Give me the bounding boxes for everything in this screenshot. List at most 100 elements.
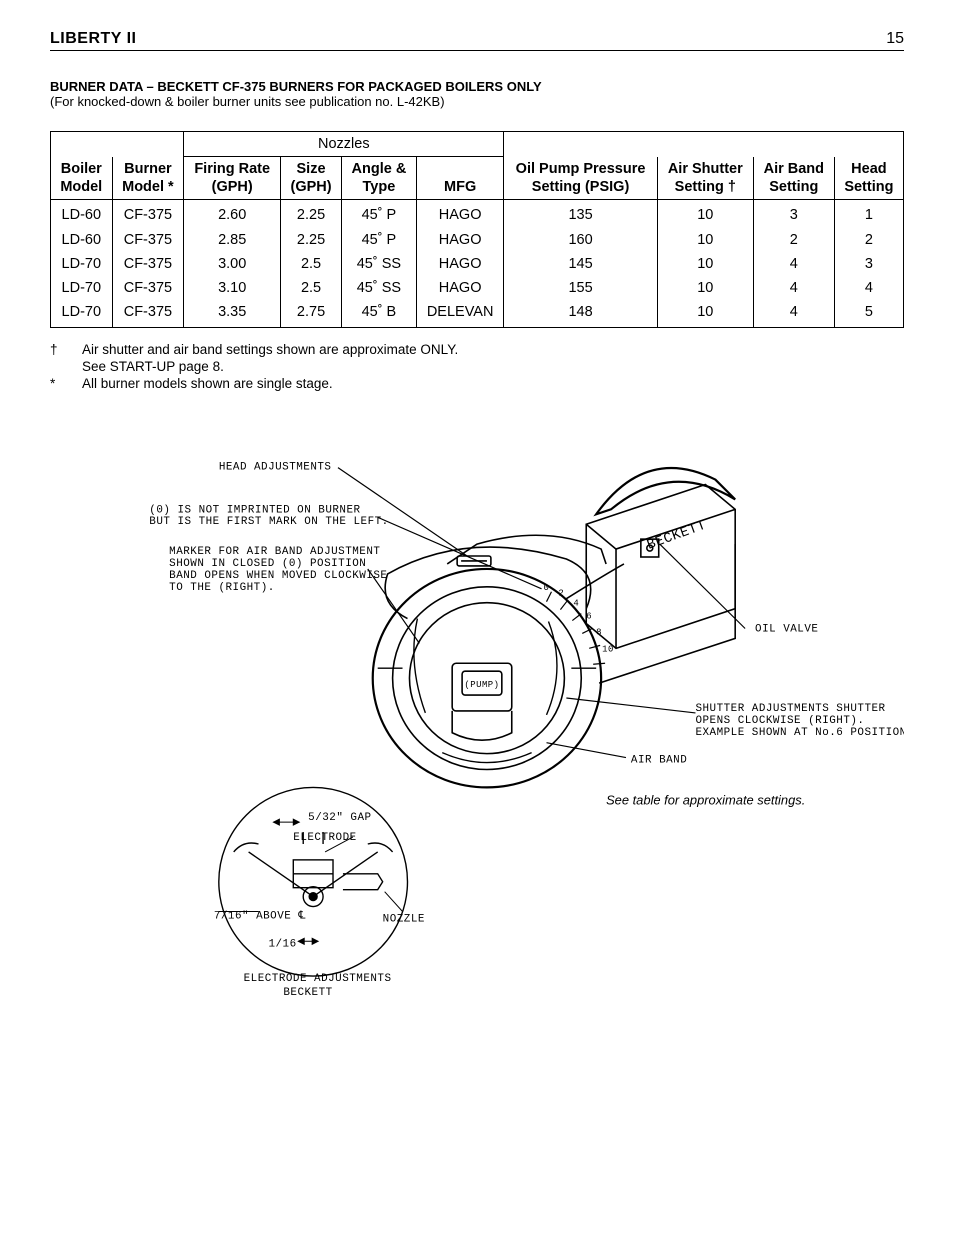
section-heading: BURNER DATA – BECKETT CF-375 BURNERS FOR… <box>50 79 904 109</box>
footnotes: †Air shutter and air band settings shown… <box>50 342 904 391</box>
section-subtitle: (For knocked-down & boiler burner units … <box>50 94 904 109</box>
table-cell: 45˚ P <box>341 228 416 252</box>
label-one-sixteen: 1/16 <box>268 938 296 950</box>
table-cell: 3.00 <box>184 252 281 276</box>
table-cell: 155 <box>504 276 657 300</box>
table-cell: 4 <box>834 276 903 300</box>
table-cell: 2.25 <box>281 200 342 228</box>
diagram-svg: BECKETT (PUMP) <box>50 415 904 1011</box>
footnote-text: See START-UP page 8. <box>82 359 904 374</box>
table-cell: 2 <box>753 228 834 252</box>
table-row: LD-60CF-3752.852.2545˚ PHAGO1601022 <box>51 228 904 252</box>
table-cell: 5 <box>834 300 903 328</box>
col-firing-rate: Firing Rate(GPH) <box>184 157 281 200</box>
see-table-note: See table for approximate settings. <box>606 792 805 807</box>
svg-text:10: 10 <box>602 644 614 654</box>
table-cell: 45˚ P <box>341 200 416 228</box>
table-row: LD-70CF-3753.002.545˚ SSHAGO1451043 <box>51 252 904 276</box>
table-cell: LD-70 <box>51 276 113 300</box>
table-cell: 10 <box>657 200 753 228</box>
col-burner-model: BurnerModel * <box>112 157 184 200</box>
table-cell: 10 <box>657 252 753 276</box>
col-air-band: Air BandSetting <box>753 157 834 200</box>
footnote-symbol: * <box>50 376 64 391</box>
table-cell: 45˚ B <box>341 300 416 328</box>
col-head: HeadSetting <box>834 157 903 200</box>
footnote-text: All burner models shown are single stage… <box>82 376 904 391</box>
brand-label: BECKETT <box>645 518 709 554</box>
label-electrode: ELECTRODE <box>293 832 356 844</box>
svg-text:8: 8 <box>596 627 602 637</box>
page-number: 15 <box>886 30 904 48</box>
svg-text:6: 6 <box>586 612 592 622</box>
svg-text:0: 0 <box>544 583 550 593</box>
table-cell: 4 <box>753 252 834 276</box>
table-cell: 1 <box>834 200 903 228</box>
table-cell: 45˚ SS <box>341 252 416 276</box>
label-head-adj: HEAD ADJUSTMENTS <box>219 462 332 474</box>
col-size: Size(GPH) <box>281 157 342 200</box>
table-cell: 3 <box>753 200 834 228</box>
table-cell: 2.25 <box>281 228 342 252</box>
footnote-line: See START-UP page 8. <box>50 359 904 374</box>
table-cell: 145 <box>504 252 657 276</box>
table-cell: CF-375 <box>112 276 184 300</box>
table-cell: HAGO <box>416 228 503 252</box>
table-cell: LD-70 <box>51 252 113 276</box>
table-cell: CF-375 <box>112 200 184 228</box>
burner-diagram: BECKETT (PUMP) <box>50 415 904 1011</box>
table-cell: 2 <box>834 228 903 252</box>
label-oil-valve: OIL VALVE <box>755 623 818 635</box>
table-cell: 3 <box>834 252 903 276</box>
table-cell: LD-60 <box>51 228 113 252</box>
label-shutter-note: SHUTTER ADJUSTMENTS SHUTTEROPENS CLOCKWI… <box>695 703 904 739</box>
table-cell: 10 <box>657 300 753 328</box>
label-nozzle: NOZZLE <box>383 913 425 925</box>
table-cell: 135 <box>504 200 657 228</box>
footnote-line: †Air shutter and air band settings shown… <box>50 342 904 357</box>
label-beckett-small: BECKETT <box>283 987 332 999</box>
page-header: LIBERTY II 15 <box>50 30 904 51</box>
table-cell: 2.60 <box>184 200 281 228</box>
footnote-symbol <box>50 359 64 374</box>
table-cell: 45˚ SS <box>341 276 416 300</box>
table-cell: CF-375 <box>112 228 184 252</box>
svg-text:4: 4 <box>573 599 579 609</box>
table-cell: 3.35 <box>184 300 281 328</box>
table-cell: 3.10 <box>184 276 281 300</box>
label-gap: 5/32" GAP <box>308 812 371 824</box>
table-cell: LD-60 <box>51 200 113 228</box>
section-title: BURNER DATA – BECKETT CF-375 BURNERS FOR… <box>50 79 904 94</box>
col-group-nozzles: Nozzles <box>184 132 504 157</box>
label-above: 7/16" ABOVE ℄ <box>214 910 306 922</box>
table-cell: HAGO <box>416 252 503 276</box>
table-row: LD-70CF-3753.352.7545˚ BDELEVAN1481045 <box>51 300 904 328</box>
table-cell: 160 <box>504 228 657 252</box>
table-cell: 148 <box>504 300 657 328</box>
col-oil-pump: Oil Pump PressureSetting (PSIG) <box>504 157 657 200</box>
col-boiler-model: BoilerModel <box>51 157 113 200</box>
label-zero-note: (0) IS NOT IMPRINTED ON BURNERBUT IS THE… <box>149 504 388 528</box>
table-cell: 4 <box>753 276 834 300</box>
table-row: LD-60CF-3752.602.2545˚ PHAGO1351031 <box>51 200 904 228</box>
table-cell: DELEVAN <box>416 300 503 328</box>
table-cell: 10 <box>657 228 753 252</box>
col-mfg: MFG <box>416 157 503 200</box>
table-cell: 2.5 <box>281 276 342 300</box>
svg-text:2: 2 <box>558 589 564 599</box>
table-row: LD-70CF-3753.102.545˚ SSHAGO1551044 <box>51 276 904 300</box>
footnote-line: * All burner models shown are single stag… <box>50 376 904 391</box>
table-cell: CF-375 <box>112 300 184 328</box>
table-cell: 4 <box>753 300 834 328</box>
col-angle-type: Angle &Type <box>341 157 416 200</box>
label-elec-adj: ELECTRODE ADJUSTMENTS <box>244 973 392 985</box>
label-air-band: AIR BAND <box>631 755 687 767</box>
table-cell: 10 <box>657 276 753 300</box>
table-cell: 2.75 <box>281 300 342 328</box>
label-marker-note: MARKER FOR AIR BAND ADJUSTMENTSHOWN IN C… <box>169 546 387 594</box>
table-cell: 2.5 <box>281 252 342 276</box>
doc-title: LIBERTY II <box>50 30 137 48</box>
col-air-shutter: Air ShutterSetting † <box>657 157 753 200</box>
burner-data-table: Nozzles BoilerModel BurnerModel * Firing… <box>50 131 904 328</box>
pump-label: (PUMP) <box>464 680 499 690</box>
